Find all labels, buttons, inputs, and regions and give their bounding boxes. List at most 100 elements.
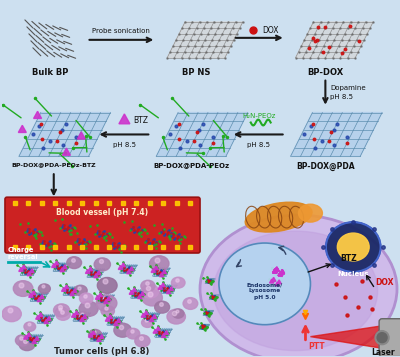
Polygon shape bbox=[310, 324, 396, 351]
Ellipse shape bbox=[56, 309, 70, 320]
Text: Laser: Laser bbox=[372, 348, 395, 357]
Polygon shape bbox=[274, 269, 286, 275]
Polygon shape bbox=[278, 272, 282, 276]
Polygon shape bbox=[129, 290, 134, 294]
Polygon shape bbox=[278, 272, 282, 276]
Ellipse shape bbox=[79, 301, 98, 316]
Ellipse shape bbox=[114, 323, 131, 337]
Polygon shape bbox=[27, 333, 31, 337]
Text: Dopamine: Dopamine bbox=[330, 85, 366, 91]
Polygon shape bbox=[167, 22, 243, 58]
Polygon shape bbox=[164, 331, 168, 335]
Polygon shape bbox=[108, 240, 130, 250]
Polygon shape bbox=[74, 236, 95, 246]
Polygon shape bbox=[37, 315, 54, 323]
Circle shape bbox=[377, 333, 387, 343]
Ellipse shape bbox=[56, 307, 67, 317]
Ellipse shape bbox=[142, 318, 154, 327]
Text: BP NS: BP NS bbox=[182, 68, 210, 77]
Ellipse shape bbox=[80, 293, 93, 304]
Polygon shape bbox=[24, 226, 45, 236]
Polygon shape bbox=[158, 285, 162, 289]
Polygon shape bbox=[100, 335, 104, 338]
Text: PTT: PTT bbox=[308, 342, 325, 351]
Text: Charge
reversal: Charge reversal bbox=[8, 247, 39, 261]
Polygon shape bbox=[274, 269, 286, 275]
Ellipse shape bbox=[38, 284, 50, 293]
Polygon shape bbox=[52, 263, 56, 267]
Polygon shape bbox=[166, 290, 171, 293]
Text: DOX: DOX bbox=[263, 26, 279, 35]
Polygon shape bbox=[144, 311, 148, 315]
Polygon shape bbox=[90, 333, 107, 341]
Ellipse shape bbox=[150, 256, 169, 271]
Polygon shape bbox=[280, 270, 284, 274]
Ellipse shape bbox=[67, 257, 82, 268]
Polygon shape bbox=[274, 267, 279, 271]
Polygon shape bbox=[169, 287, 174, 291]
Polygon shape bbox=[280, 270, 284, 274]
Polygon shape bbox=[27, 272, 32, 276]
Polygon shape bbox=[32, 340, 36, 343]
Polygon shape bbox=[74, 311, 79, 315]
Ellipse shape bbox=[298, 204, 322, 222]
Polygon shape bbox=[274, 267, 279, 271]
Polygon shape bbox=[94, 274, 98, 278]
Polygon shape bbox=[63, 265, 67, 269]
Polygon shape bbox=[155, 328, 172, 337]
Polygon shape bbox=[88, 267, 93, 271]
Ellipse shape bbox=[94, 258, 110, 271]
Polygon shape bbox=[280, 270, 284, 274]
Ellipse shape bbox=[200, 215, 397, 357]
Text: pH 8.5: pH 8.5 bbox=[247, 142, 270, 149]
Text: Endosome/
Lysosome
pH 5.0: Endosome/ Lysosome pH 5.0 bbox=[246, 282, 283, 300]
Polygon shape bbox=[104, 300, 108, 303]
FancyBboxPatch shape bbox=[5, 197, 200, 253]
Polygon shape bbox=[118, 266, 123, 270]
Polygon shape bbox=[97, 337, 101, 341]
Polygon shape bbox=[86, 270, 90, 273]
Polygon shape bbox=[62, 148, 70, 155]
Ellipse shape bbox=[96, 295, 117, 311]
Polygon shape bbox=[95, 295, 100, 299]
Ellipse shape bbox=[88, 330, 102, 340]
Polygon shape bbox=[105, 317, 110, 321]
Polygon shape bbox=[296, 22, 373, 58]
Text: Tumor cells (pH 6.8): Tumor cells (pH 6.8) bbox=[54, 347, 149, 356]
Polygon shape bbox=[280, 270, 284, 274]
Polygon shape bbox=[160, 285, 177, 293]
Polygon shape bbox=[141, 313, 146, 317]
Polygon shape bbox=[152, 315, 157, 318]
Polygon shape bbox=[96, 271, 101, 275]
Ellipse shape bbox=[135, 335, 150, 347]
Polygon shape bbox=[154, 266, 158, 270]
Polygon shape bbox=[273, 269, 277, 273]
Polygon shape bbox=[19, 112, 110, 156]
Polygon shape bbox=[114, 322, 118, 326]
Polygon shape bbox=[129, 267, 134, 271]
Polygon shape bbox=[18, 125, 26, 132]
Polygon shape bbox=[47, 317, 51, 321]
Polygon shape bbox=[274, 269, 286, 275]
Polygon shape bbox=[271, 280, 283, 285]
Polygon shape bbox=[121, 263, 126, 267]
Polygon shape bbox=[274, 267, 279, 271]
Ellipse shape bbox=[101, 306, 114, 316]
Polygon shape bbox=[273, 269, 277, 273]
Circle shape bbox=[375, 331, 389, 345]
Polygon shape bbox=[38, 238, 60, 248]
Polygon shape bbox=[274, 267, 279, 271]
Polygon shape bbox=[274, 267, 279, 271]
Polygon shape bbox=[62, 287, 66, 291]
Polygon shape bbox=[34, 111, 42, 119]
Polygon shape bbox=[53, 263, 70, 271]
Polygon shape bbox=[277, 280, 281, 284]
Ellipse shape bbox=[219, 243, 310, 325]
Polygon shape bbox=[199, 324, 209, 329]
Polygon shape bbox=[132, 288, 136, 292]
Polygon shape bbox=[38, 313, 43, 317]
Text: BTZ: BTZ bbox=[133, 116, 148, 125]
Text: pH 8.5: pH 8.5 bbox=[330, 94, 353, 100]
Polygon shape bbox=[44, 320, 48, 323]
Ellipse shape bbox=[172, 277, 185, 288]
